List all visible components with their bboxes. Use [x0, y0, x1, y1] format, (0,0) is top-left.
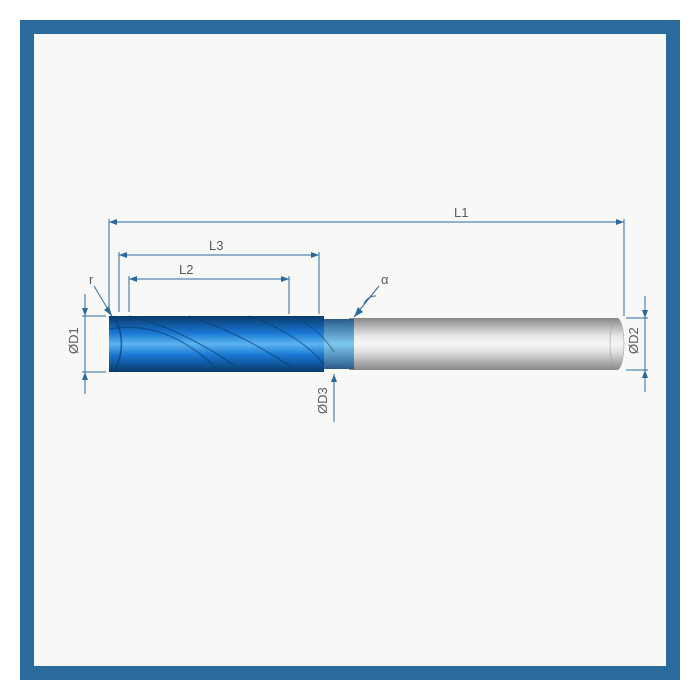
label-d2: ØD2	[626, 327, 641, 354]
neck-section	[319, 318, 354, 370]
tool-diagram: L1 L3 L2 r α ØD1 ØD2 ØD3	[34, 34, 666, 666]
dimension-l2: L2	[129, 262, 289, 314]
dimension-d1: ØD1	[66, 294, 106, 394]
diagram-frame: L1 L3 L2 r α ØD1 ØD2 ØD3	[20, 20, 680, 680]
cutting-section	[109, 316, 334, 372]
label-l3: L3	[209, 238, 223, 253]
dimension-d2: ØD2	[626, 296, 648, 392]
shank-section	[349, 318, 624, 370]
label-r: r	[89, 272, 94, 287]
dimension-d3: ØD3	[315, 374, 337, 422]
label-d1: ØD1	[66, 327, 81, 354]
label-l2: L2	[179, 262, 193, 277]
label-l1: L1	[454, 205, 468, 220]
svg-text:α: α	[381, 272, 389, 287]
dimension-angle: α	[354, 272, 389, 317]
label-d3: ØD3	[315, 387, 330, 414]
